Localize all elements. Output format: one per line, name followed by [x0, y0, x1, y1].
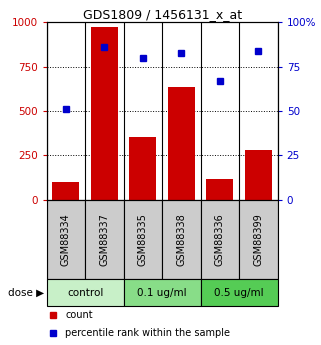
Text: 0.1 ug/ml: 0.1 ug/ml: [137, 288, 187, 298]
Text: 0.5 ug/ml: 0.5 ug/ml: [214, 288, 264, 298]
Bar: [168, 87, 195, 200]
Text: percentile rank within the sample: percentile rank within the sample: [65, 328, 230, 338]
Text: GSM88399: GSM88399: [253, 213, 264, 266]
Bar: [245, 150, 272, 200]
Text: dose ▶: dose ▶: [8, 288, 45, 298]
Bar: [201, 200, 239, 279]
Bar: [47, 200, 85, 279]
Text: count: count: [65, 310, 93, 320]
Bar: [52, 182, 79, 200]
Bar: [47, 279, 124, 306]
Text: control: control: [67, 288, 103, 298]
Text: GSM88334: GSM88334: [61, 213, 71, 266]
Text: GSM88338: GSM88338: [176, 213, 187, 266]
Text: GSM88337: GSM88337: [99, 213, 109, 266]
Bar: [239, 200, 278, 279]
Bar: [124, 200, 162, 279]
Bar: [124, 279, 201, 306]
Bar: [85, 200, 124, 279]
Text: GSM88336: GSM88336: [215, 213, 225, 266]
Text: GSM88335: GSM88335: [138, 213, 148, 266]
Bar: [162, 200, 201, 279]
Bar: [91, 27, 118, 200]
Bar: [206, 179, 233, 200]
Title: GDS1809 / 1456131_x_at: GDS1809 / 1456131_x_at: [82, 8, 242, 21]
Bar: [129, 137, 156, 200]
Bar: [201, 279, 278, 306]
